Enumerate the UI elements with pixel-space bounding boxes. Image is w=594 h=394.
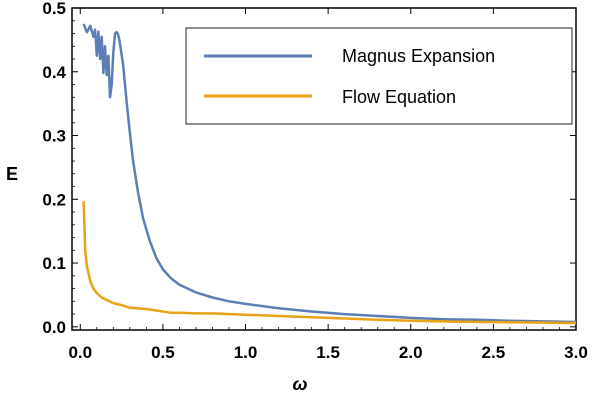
x-tick-label: 1.0 bbox=[234, 343, 258, 362]
legend-label-magnus: Magnus Expansion bbox=[342, 46, 495, 66]
series-layer bbox=[82, 23, 577, 325]
y-axis-title: E bbox=[6, 164, 18, 184]
y-tick-label: 0.4 bbox=[42, 63, 66, 82]
plot-border bbox=[71, 7, 577, 331]
x-tick-label: 2.0 bbox=[399, 343, 423, 362]
legend-label-flow: Flow Equation bbox=[342, 87, 456, 107]
series-line-flow-equation bbox=[82, 201, 577, 325]
y-axis-ticks: 0.0 0.1 0.2 0.3 0.4 0.5 bbox=[42, 0, 576, 337]
y-tick-label: 0.0 bbox=[42, 318, 66, 337]
x-tick-label: 0.5 bbox=[151, 343, 175, 362]
legend-box bbox=[185, 27, 573, 125]
x-axis-ticks: 0.0 0.5 1.0 1.5 2.0 2.5 3.0 bbox=[68, 8, 588, 362]
plot-frame bbox=[71, 7, 577, 331]
x-tick-label: 2.5 bbox=[482, 343, 506, 362]
y-tick-label: 0.5 bbox=[42, 0, 66, 18]
x-axis-title: ω bbox=[292, 374, 307, 394]
series-line-magnus-expansion bbox=[82, 23, 577, 324]
x-tick-label: 1.5 bbox=[316, 343, 340, 362]
y-tick-label: 0.2 bbox=[42, 190, 66, 209]
legend: Magnus Expansion Flow Equation bbox=[185, 27, 573, 125]
x-tick-label: 0.0 bbox=[68, 343, 92, 362]
x-tick-label: 3.0 bbox=[564, 343, 588, 362]
y-tick-label: 0.1 bbox=[42, 254, 66, 273]
y-tick-label: 0.3 bbox=[42, 127, 66, 146]
